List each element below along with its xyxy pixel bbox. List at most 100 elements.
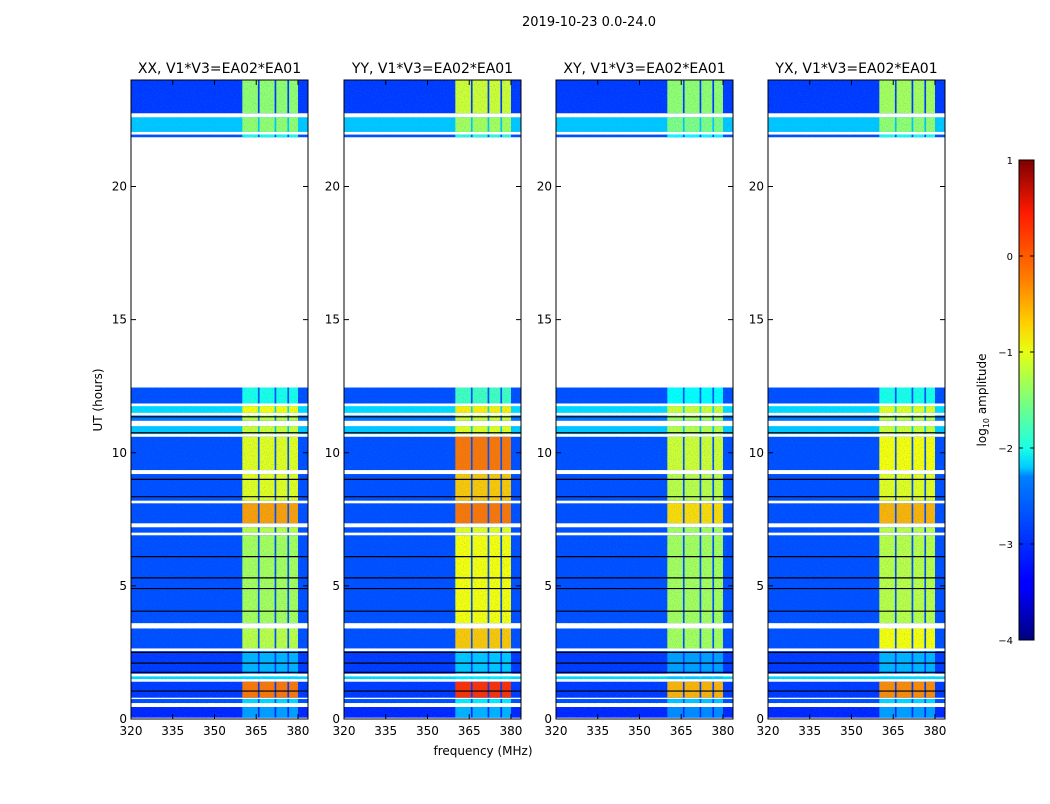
heatmap-noise [131, 628, 308, 649]
heatmap-noise [344, 503, 521, 524]
heatmap-noise [344, 676, 521, 680]
heatmap-noise [556, 387, 733, 404]
y-tick-label: 10 [112, 446, 127, 460]
heatmap-noise [556, 117, 733, 132]
heatmap-noise [344, 436, 521, 471]
heatmap-noise [768, 387, 945, 404]
x-tick-label: 335 [374, 724, 397, 738]
colorbar-tick-label: −4 [998, 636, 1013, 647]
y-tick-label: 10 [325, 446, 340, 460]
y-tick-label: 0 [119, 712, 127, 726]
y-tick-label: 10 [537, 446, 552, 460]
heatmap-noise [768, 651, 945, 674]
heatmap-noise [344, 628, 521, 649]
y-tick-label: 5 [756, 579, 764, 593]
heatmap-noise [768, 134, 945, 138]
heatmap-noise [556, 436, 733, 471]
y-tick-label: 20 [749, 180, 764, 194]
panel-3: YX, V1*V3=EA02*EA01 0 5 10 15 20 320 335 350 365 3… [749, 61, 947, 738]
heatmap-noise [344, 699, 521, 704]
heatmap-noise [131, 426, 308, 435]
x-tick-label: 350 [628, 724, 651, 738]
heatmap-noise [768, 699, 945, 704]
plot-frame [555, 79, 734, 720]
y-tick-label: 5 [544, 579, 552, 593]
plot-frame [343, 79, 522, 720]
panel-title: YX, V1*V3=EA02*EA01 [774, 61, 937, 77]
y-axis-label: UT (hours) [91, 368, 105, 431]
heatmap-noise [768, 676, 945, 680]
heatmap-noise [768, 415, 945, 421]
heatmap-noise [344, 535, 521, 624]
colorbar-tick-label: 0 [1007, 252, 1013, 263]
panel-1: YY, V1*V3=EA02*EA01 0 5 10 15 20 320 335 350 365 3… [325, 61, 523, 738]
panel-title: XX, V1*V3=EA02*EA01 [138, 61, 301, 77]
x-tick-label: 350 [416, 724, 439, 738]
figure-title: 2019-10-23 0.0-24.0 [522, 15, 656, 30]
plot-frame [130, 79, 309, 720]
colorbar-gradient [1018, 159, 1035, 641]
heatmap-noise [556, 503, 733, 524]
heatmap-noise [768, 535, 945, 624]
heatmap-noise [131, 80, 308, 114]
heatmap-noise [344, 681, 521, 698]
heatmap-noise [131, 436, 308, 471]
panels: XX, V1*V3=EA02*EA01 0 5 10 15 20 320 335 350 365 3… [112, 61, 947, 738]
heatmap-noise [556, 676, 733, 680]
x-axis-label: frequency (MHz) [433, 744, 532, 758]
heatmap-noise [344, 707, 521, 718]
heatmap-noise [768, 436, 945, 471]
x-tick-label: 365 [458, 724, 481, 738]
heatmap-noise [556, 134, 733, 138]
colorbar-tick-label: −3 [998, 540, 1013, 551]
heatmap-noise [131, 406, 308, 413]
heatmap-noise [131, 676, 308, 680]
x-tick-label: 335 [586, 724, 609, 738]
x-tick-label: 380 [924, 724, 947, 738]
heatmap-noise [131, 707, 308, 718]
heatmap-noise [131, 387, 308, 404]
y-tick-label: 0 [544, 712, 552, 726]
heatmap-noise [344, 117, 521, 132]
heatmap-noise [768, 628, 945, 649]
heatmap-noise [344, 651, 521, 674]
y-tick-label: 20 [112, 180, 127, 194]
x-tick-label: 365 [882, 724, 905, 738]
y-tick-label: 15 [325, 313, 340, 327]
heatmap-noise [344, 80, 521, 114]
heatmap-noise [768, 426, 945, 435]
colorbar-tick-label: −2 [998, 444, 1013, 455]
y-tick-label: 20 [537, 180, 552, 194]
x-tick-label: 320 [333, 724, 356, 738]
heatmap-noise [556, 707, 733, 718]
x-tick-label: 320 [120, 724, 143, 738]
x-tick-label: 335 [161, 724, 184, 738]
heatmap-noise [131, 134, 308, 138]
heatmap-noise [556, 426, 733, 435]
x-tick-label: 380 [712, 724, 735, 738]
heatmap-noise [131, 527, 308, 533]
y-tick-label: 5 [332, 579, 340, 593]
heatmap-noise [344, 527, 521, 533]
heatmap-noise [344, 134, 521, 138]
x-tick-label: 350 [203, 724, 226, 738]
heatmap-noise [768, 527, 945, 533]
heatmap-noise [344, 387, 521, 404]
panel-title: XY, V1*V3=EA02*EA01 [563, 61, 725, 77]
heatmap-noise [556, 527, 733, 533]
x-tick-label: 365 [245, 724, 268, 738]
heatmap-noise [344, 426, 521, 435]
heatmap-noise [131, 415, 308, 421]
colorbar: log10 amplitude 1 0 −1 −2 −3 −4 [975, 156, 1035, 647]
y-tick-label: 5 [119, 579, 127, 593]
x-tick-label: 380 [500, 724, 523, 738]
heatmap-noise [768, 406, 945, 413]
heatmap-noise [556, 651, 733, 674]
x-tick-label: 350 [840, 724, 863, 738]
y-tick-label: 15 [749, 313, 764, 327]
heatmap-noise [344, 406, 521, 413]
colorbar-tick-label: 1 [1007, 156, 1013, 167]
heatmap-noise [131, 651, 308, 674]
x-tick-label: 320 [757, 724, 780, 738]
